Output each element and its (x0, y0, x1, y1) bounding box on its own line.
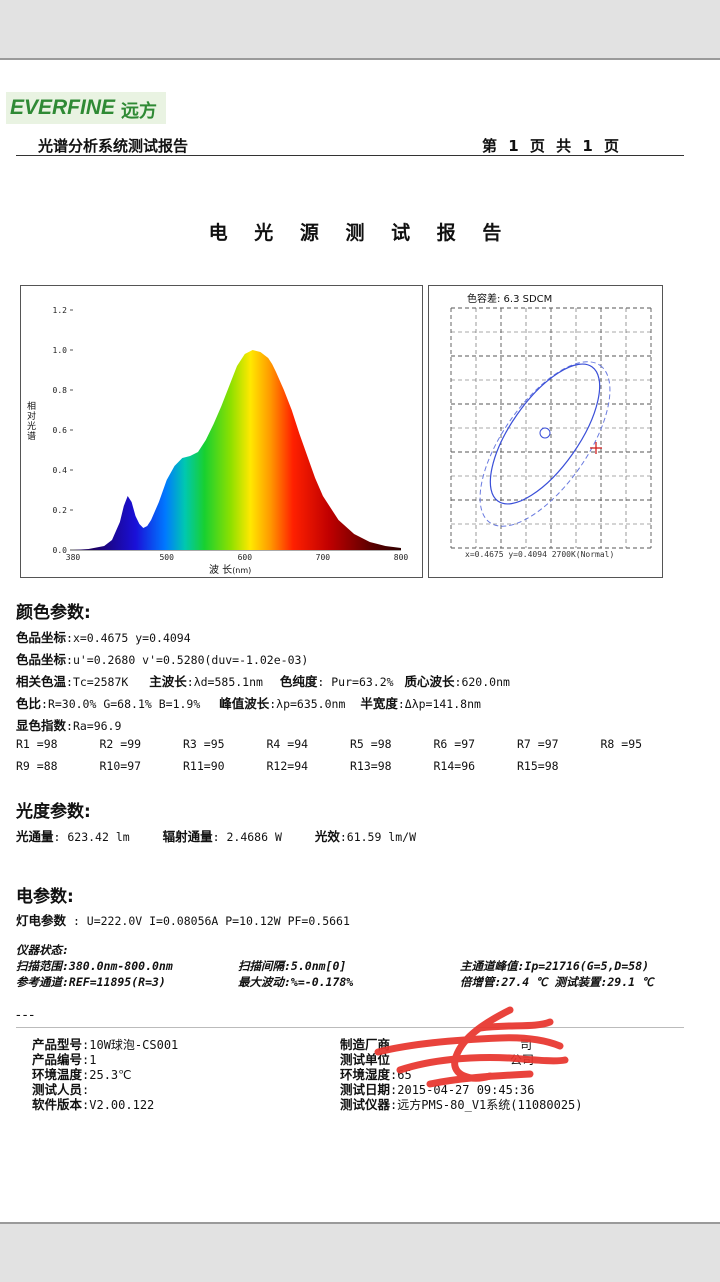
spectrum-chart: 0.0 0.2 0.4 0.6 0.8 1.0 1.2 380 500 600 700 800 (53, 306, 409, 562)
color-params-heading: 颜色参数: (16, 603, 91, 623)
spectrum-y-tick-label: 1.0 (53, 346, 68, 355)
cri-row: 显色指数:Ra=96.9 (16, 718, 122, 733)
scan-range: 扫描范围:380.0nm-800.0nm (16, 959, 173, 973)
scan-interval: 扫描间隔:5.0nm[0] (238, 959, 347, 973)
sdcm-chart (450, 307, 652, 549)
sdcm-outer-ellipse (479, 361, 611, 527)
software-version: 软件版本:V2.00.122 (32, 1097, 155, 1112)
handwritten-signature (374, 1006, 569, 1088)
test-instrument: 测试仪器:远方PMS-80_V1系统(11080025) (340, 1097, 583, 1112)
chroma-uv-row: 色品坐标:u'=0.2680 v'=0.5280(duv=-1.02e-03) (16, 652, 309, 667)
sdcm-title: 色容差: 6.3 SDCM (467, 294, 553, 305)
spectrum-y-tick-label: 0.6 (53, 426, 68, 435)
cct-row: 相关色温:Tc=2587K 主波长:λd=585.1nm 色纯度: Pur=63… (16, 674, 510, 689)
r-value-item: R11=90 (183, 759, 225, 773)
r-value-item: R15=98 (517, 759, 559, 773)
r-value-item: R10=97 (99, 759, 142, 773)
test-date: 测试日期:2015-04-27 09:45:36 (340, 1082, 535, 1097)
ambient-temp: 环境温度:25.3℃ (32, 1067, 132, 1082)
sdcm-center-circle (539, 427, 551, 439)
page-info: 第 1 页 共 1 页 (482, 137, 619, 155)
spectrum-chart-panel: 0.0 0.2 0.4 0.6 0.8 1.0 1.2 380 500 600 700 800 相对光… (20, 285, 423, 578)
spectrum-x-tick-label: 700 (316, 553, 331, 562)
r-value-item: R12=94 (266, 759, 309, 773)
spectrum-ylabel: 相对光谱 (27, 402, 37, 442)
spectrum-y-tick-label: 0.4 (53, 466, 68, 475)
color-ratio-row: 色比:R=30.0% G=68.1% B=1.9% 峰值波长:λp=635.0n… (16, 696, 481, 711)
sdcm-inner-ellipse (489, 363, 601, 505)
spectrum-y-tick-label: 0.0 (53, 546, 68, 555)
photometric-row: 光通量: 623.42 lm 辐射通量: 2.4686 W 光效:61.59 l… (16, 829, 417, 844)
r-value-item: R5 =98 (350, 737, 392, 751)
spectrum-xlabel: 波 长(nm) (209, 565, 252, 576)
spectrum-x-tick-label: 380 (66, 553, 81, 562)
product-model: 产品型号:10W球泡-CS001 (32, 1037, 179, 1052)
electrical-heading: 电参数: (16, 887, 74, 907)
logo-cn: 远方 (121, 101, 157, 122)
spectrum-y-tick-label: 0.8 (53, 386, 68, 395)
spectrum-area (73, 350, 401, 550)
report-title: 电 光 源 测 试 报 告 (208, 222, 512, 244)
tester: 测试人员: (32, 1082, 90, 1097)
spectrum-x-tick-label: 600 (238, 553, 253, 562)
r-value-item: R3 =95 (183, 737, 225, 751)
r-value-item: R7 =97 (517, 737, 559, 751)
sdcm-grid (450, 307, 652, 549)
photometric-heading: 光度参数: (16, 802, 91, 822)
header-rule (16, 155, 684, 156)
logo-brand: EVERFINE (10, 96, 116, 119)
r-value-item: R14=96 (433, 759, 476, 773)
chroma-xy-row: 色品坐标:x=0.4675 y=0.4094 (16, 630, 191, 645)
separator: --- (16, 1008, 37, 1023)
electrical-row: 灯电参数 : U=222.0V I=0.08056A P=10.12W PF=0… (16, 913, 350, 928)
spectrum-x-tick-label: 500 (159, 553, 174, 562)
r-value-item: R6 =97 (433, 737, 476, 751)
instrument-status-label: 仪器状态: (16, 943, 69, 957)
reference-channel: 参考通道:REF=11895(R=3) (16, 975, 166, 989)
r-value-item: R9 =88 (16, 759, 58, 773)
top-gray-band (0, 0, 720, 60)
spectrum-y-tick-label: 0.2 (53, 506, 68, 515)
r-value-item: R1 =98 (16, 737, 58, 751)
sdcm-chart-panel: 色容差: 6.3 SDCM x=0.4675 y=0.4094 2700K(No… (428, 285, 663, 578)
r-value-item: R2 =99 (99, 737, 142, 751)
r-value-item: R8 =95 (600, 737, 643, 751)
spectrum-y-tick-label: 1.2 (53, 306, 68, 315)
main-channel-peak: 主通道峰值:Ip=21716(G=5,D=58) (460, 959, 650, 973)
footer-rule (16, 1027, 684, 1028)
multiplier-temp: 倍增管:27.4 ℃ 测试装置:29.1 ℃ (460, 975, 654, 989)
everfine-logo: EVERFINE 远方 (6, 92, 166, 124)
product-serial: 产品编号:1 (32, 1052, 97, 1067)
spectrum-x-tick-label: 800 (394, 553, 409, 562)
system-title: 光谱分析系统测试报告 (38, 137, 189, 155)
r-value-item: R13=98 (350, 759, 392, 773)
bottom-gray-band (0, 1222, 720, 1282)
measured-point-cross (590, 442, 602, 454)
sdcm-readout: x=0.4675 y=0.4094 2700K(Normal) (465, 550, 615, 559)
r-value-item: R4 =94 (266, 737, 309, 751)
max-fluctuation: 最大波动:%=-0.178% (238, 975, 354, 989)
